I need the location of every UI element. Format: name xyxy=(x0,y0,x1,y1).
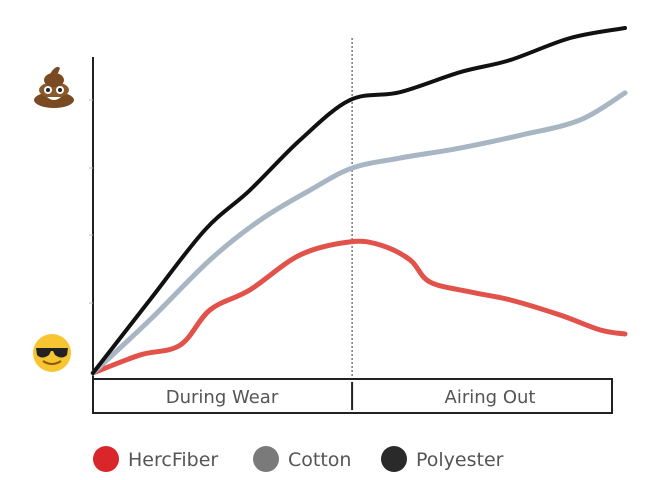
legend-swatch-cotton xyxy=(253,446,279,472)
legend: HercFiber Cotton Polyester xyxy=(93,446,504,472)
legend-label-polyester: Polyester xyxy=(416,449,504,471)
legend-label-cotton: Cotton xyxy=(288,449,351,471)
legend-swatch-polyester xyxy=(381,446,407,472)
legend-label-hercfiber: HercFiber xyxy=(128,449,218,471)
poop-emoji-icon xyxy=(34,66,74,108)
phase-label-during-wear: During Wear xyxy=(166,387,279,408)
y-ticks xyxy=(89,99,93,304)
sunglasses-smiley-icon xyxy=(33,334,71,372)
series-line-cotton xyxy=(90,90,628,376)
series-line-hercfiber xyxy=(90,238,628,376)
phase-label-airing-out: Airing Out xyxy=(445,387,536,408)
series-line-polyester xyxy=(91,26,627,375)
legend-swatch-hercfiber xyxy=(93,446,119,472)
